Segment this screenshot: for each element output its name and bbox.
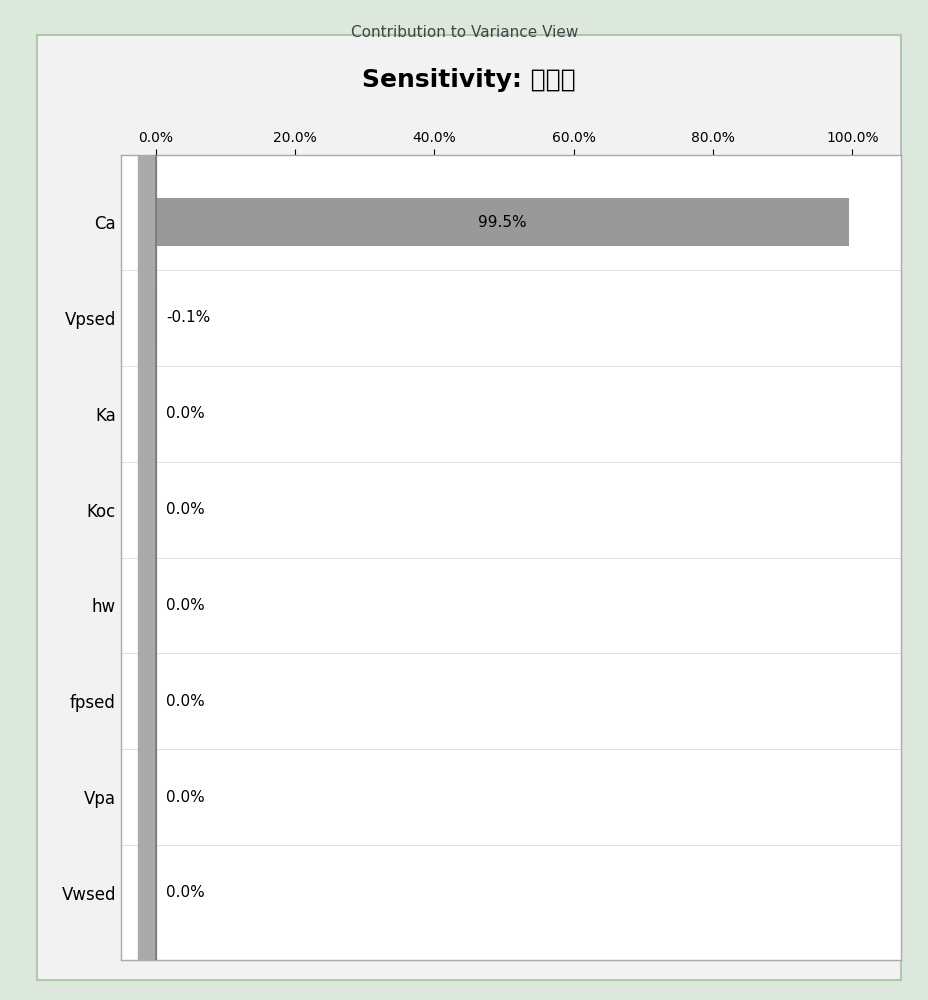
Text: 0.0%: 0.0%: [166, 790, 204, 805]
Text: 0.0%: 0.0%: [166, 885, 204, 900]
Text: -0.1%: -0.1%: [166, 310, 210, 325]
Text: 0.0%: 0.0%: [166, 694, 204, 709]
Text: 0.0%: 0.0%: [166, 406, 204, 421]
Bar: [138, 155, 156, 960]
Text: Contribution to Variance View: Contribution to Variance View: [351, 25, 577, 40]
Text: 0.0%: 0.0%: [166, 598, 204, 613]
Text: Sensitivity: 空气相: Sensitivity: 空气相: [362, 68, 575, 92]
Text: 0.0%: 0.0%: [166, 502, 204, 517]
Bar: [156, 198, 848, 246]
Text: 99.5%: 99.5%: [477, 215, 526, 230]
